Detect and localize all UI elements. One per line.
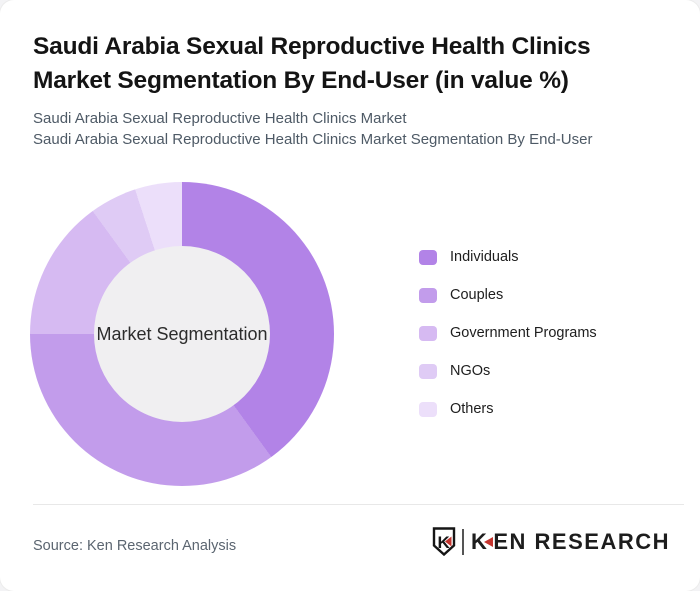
donut-center: Market Segmentation — [94, 246, 270, 422]
chart-title: Saudi Arabia Sexual Reproductive Health … — [33, 33, 591, 94]
chart-subtitles: Saudi Arabia Sexual Reproductive Health … — [33, 109, 673, 150]
donut-ring: Market Segmentation — [30, 182, 334, 486]
logo-separator — [461, 528, 464, 555]
legend-item: Others — [419, 402, 597, 417]
red-arrow-icon — [444, 536, 452, 547]
legend-swatch — [419, 402, 437, 417]
legend-swatch — [419, 288, 437, 303]
legend: Individuals Couples Government Programs NGO… — [419, 250, 597, 417]
legend-item: NGOs — [419, 364, 597, 379]
legend-swatch — [419, 326, 437, 341]
legend-item: Couples — [419, 288, 597, 303]
wordmark-rest: EN RESEARCH — [493, 528, 670, 554]
source-text: Source: Ken Research Analysis — [33, 538, 237, 554]
legend-label: Individuals — [450, 249, 519, 265]
ken-research-logo: K K EN RESEARCH — [432, 527, 670, 556]
legend-label: NGOs — [450, 363, 491, 379]
legend-label: Others — [450, 401, 494, 417]
legend-label: Government Programs — [450, 325, 597, 341]
legend-item: Government Programs — [419, 326, 597, 341]
legend-swatch — [419, 364, 437, 379]
shield-k-icon: K — [432, 527, 456, 556]
red-triangle-icon — [484, 536, 494, 547]
logo-wordmark: K EN RESEARCH — [471, 529, 670, 555]
wordmark-k: K — [470, 528, 489, 554]
donut-center-label: Market Segmentation — [96, 323, 268, 344]
subtitle-line-1: Saudi Arabia Sexual Reproductive Health … — [33, 110, 407, 127]
legend-label: Couples — [450, 287, 504, 303]
legend-swatch — [419, 250, 437, 265]
svg-text:K: K — [437, 533, 450, 552]
subtitle-line-2: Saudi Arabia Sexual Reproductive Health … — [33, 130, 593, 148]
footer-divider — [33, 504, 684, 505]
legend-item: Individuals — [419, 250, 597, 265]
